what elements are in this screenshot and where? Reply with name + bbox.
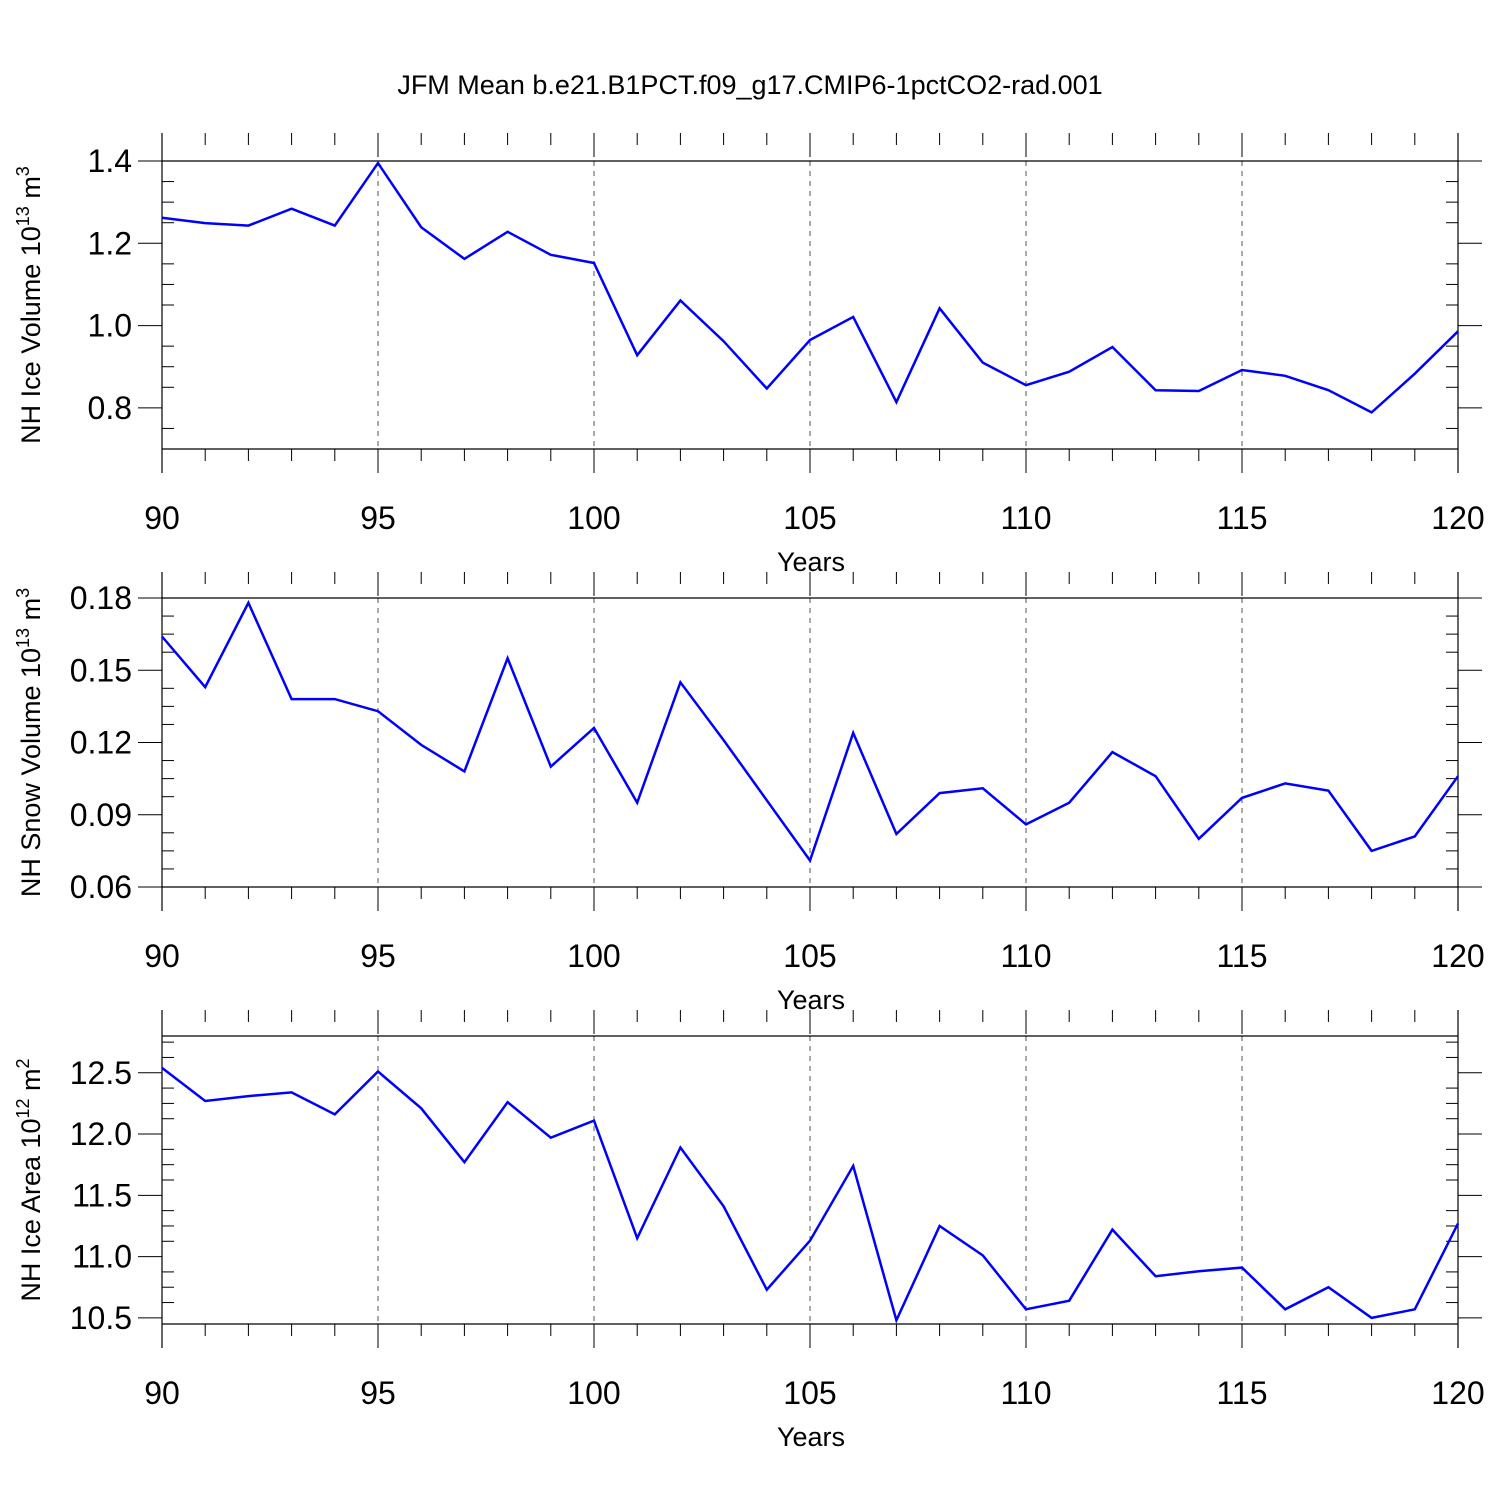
- panel-3: 10.5 11.0 11.5 12.0 12.5 90 95 100 105 110 115 120 Y…: [13, 1010, 1485, 1452]
- y-tick-label: 0.06: [70, 869, 132, 905]
- y-tick-label: 1.0: [88, 308, 132, 344]
- y-tick-label: 12.5: [70, 1055, 132, 1091]
- x-tick-label: 95: [360, 1375, 396, 1411]
- y-axis-title: NH Ice Volume 1013 m3: [13, 166, 46, 444]
- y-axis-title: NH Snow Volume 1013 m3: [13, 588, 46, 897]
- x-tick-label: 115: [1216, 938, 1267, 974]
- y-tick-label: 10.5: [70, 1300, 132, 1336]
- y-tick-label: 11.5: [72, 1177, 132, 1213]
- x-tick-label: 105: [783, 500, 836, 536]
- x-tick-label: 115: [1216, 1375, 1267, 1411]
- y-tick-label: 1.4: [88, 143, 132, 179]
- x-tick-label: 105: [783, 938, 836, 974]
- x-tick-label: 120: [1431, 1375, 1484, 1411]
- x-tick-label: 90: [144, 500, 180, 536]
- panel-2: 0.06 0.09 0.12 0.15 0.18 90 95 100 105 110 115 120 Y…: [13, 572, 1485, 1015]
- x-tick-label: 110: [1000, 500, 1051, 536]
- x-axis-title: Years: [777, 547, 845, 577]
- y-tick-label: 12.0: [70, 1116, 132, 1152]
- x-tick-label: 110: [1000, 938, 1051, 974]
- y-tick-label: 0.18: [70, 580, 132, 616]
- y-tick-label: 0.12: [70, 725, 132, 761]
- x-tick-label: 100: [567, 500, 620, 536]
- series-line: [162, 1068, 1458, 1320]
- x-tick-label: 100: [567, 1375, 620, 1411]
- x-axis-title: Years: [777, 985, 845, 1015]
- x-tick-label: 95: [360, 500, 396, 536]
- y-tick-label: 0.15: [70, 652, 132, 688]
- x-tick-label: 105: [783, 1375, 836, 1411]
- x-tick-label: 115: [1216, 500, 1267, 536]
- x-tick-label: 95: [360, 938, 396, 974]
- y-tick-label: 0.09: [70, 797, 132, 833]
- x-tick-label: 90: [144, 938, 180, 974]
- y-tick-label: 11.0: [72, 1239, 132, 1275]
- y-tick-label: 1.2: [88, 225, 132, 261]
- x-tick-label: 120: [1431, 500, 1484, 536]
- x-tick-label: 110: [1000, 1375, 1051, 1411]
- x-tick-label: 100: [567, 938, 620, 974]
- x-axis-title: Years: [777, 1422, 845, 1452]
- y-tick-label: 0.8: [88, 390, 132, 426]
- y-axis-title: NH Ice Area 1012 m2: [13, 1058, 46, 1301]
- panel-1: 0.8 1.0 1.2 1.4 90 95 100 105 110 115 120 Years NH I…: [13, 133, 1485, 577]
- x-tick-label: 90: [144, 1375, 180, 1411]
- x-tick-label: 120: [1431, 938, 1484, 974]
- figure-title: JFM Mean b.e21.B1PCT.f09_g17.CMIP6-1pctC…: [0, 70, 1500, 101]
